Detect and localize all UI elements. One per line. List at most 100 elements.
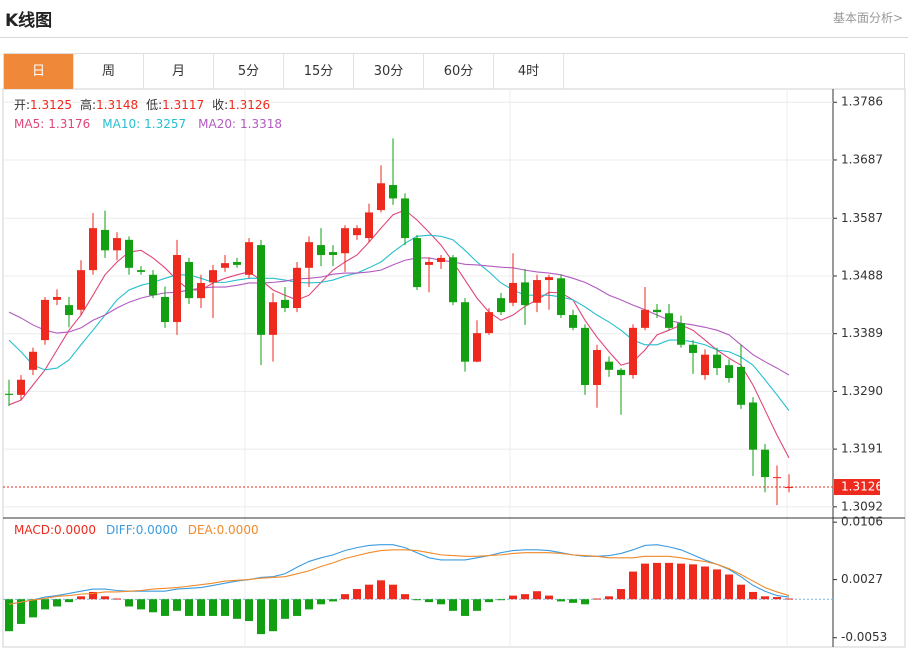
candle-body bbox=[401, 198, 409, 239]
macd-bar bbox=[413, 599, 421, 601]
macd-bar bbox=[437, 599, 445, 605]
period-tab[interactable]: 4时 bbox=[494, 54, 564, 89]
candle-body bbox=[185, 261, 193, 299]
candle-body bbox=[101, 229, 109, 251]
candle-body bbox=[125, 239, 133, 268]
candle-body bbox=[545, 277, 553, 281]
macd-bar bbox=[473, 599, 481, 611]
macd-bar bbox=[41, 599, 49, 610]
period-tab[interactable]: 月 bbox=[144, 54, 214, 89]
macd-bar bbox=[257, 599, 265, 635]
macd-bar bbox=[233, 599, 241, 619]
candle-body bbox=[53, 296, 61, 300]
macd-bar bbox=[305, 599, 313, 610]
macd-bar bbox=[365, 584, 373, 600]
candle-body bbox=[749, 402, 757, 450]
macd-bar bbox=[389, 584, 397, 600]
candle-body bbox=[485, 312, 493, 334]
candle-body bbox=[65, 305, 73, 316]
macd-bar bbox=[785, 598, 793, 600]
ohlc-name: 收: bbox=[212, 98, 228, 112]
macd-bar bbox=[761, 596, 769, 600]
macd-bar bbox=[497, 599, 505, 601]
candle-body bbox=[365, 212, 373, 239]
macd-bar bbox=[137, 599, 145, 610]
legend-value: 1.3318 bbox=[240, 117, 282, 131]
macd-bar bbox=[65, 599, 73, 603]
candle-body bbox=[341, 228, 349, 254]
macd-bar bbox=[77, 596, 85, 600]
macd-bar bbox=[113, 598, 121, 600]
candle-body bbox=[89, 228, 97, 271]
macd-bar bbox=[713, 569, 721, 600]
candle-body bbox=[725, 365, 733, 378]
candle-body bbox=[713, 354, 721, 369]
period-tab[interactable]: 周 bbox=[74, 54, 144, 89]
candle-body bbox=[617, 369, 625, 376]
macd-bar bbox=[293, 599, 301, 616]
tab-bar: 日周月 5分 15分 30分 60分 4时 bbox=[3, 53, 905, 89]
candle-body bbox=[569, 315, 577, 328]
candle-body bbox=[653, 309, 661, 313]
candle-body bbox=[497, 298, 505, 313]
macd-bar bbox=[653, 562, 661, 600]
macd-bar bbox=[701, 566, 709, 600]
candle-body bbox=[737, 366, 745, 405]
y-tick-label: 1.3786 bbox=[841, 95, 883, 109]
candle-body bbox=[113, 238, 121, 251]
candle-body bbox=[269, 302, 277, 335]
period-tab[interactable]: 30分 bbox=[354, 54, 424, 89]
period-tab[interactable]: 5分 bbox=[214, 54, 284, 89]
period-tab[interactable]: 60分 bbox=[424, 54, 494, 89]
macd-bar bbox=[725, 574, 733, 600]
candle-body bbox=[41, 299, 49, 341]
macd-bar bbox=[545, 595, 553, 600]
macd-bar bbox=[461, 599, 469, 616]
macd-bar bbox=[533, 591, 541, 600]
period-tab[interactable]: 日 bbox=[4, 54, 74, 89]
candle-body bbox=[293, 267, 301, 309]
candle-body bbox=[605, 361, 613, 370]
candle-body bbox=[257, 245, 265, 335]
candle-body bbox=[233, 261, 241, 265]
macd-bar bbox=[269, 599, 277, 632]
candle-body bbox=[413, 238, 421, 288]
candle-body bbox=[665, 313, 673, 328]
macd-line bbox=[8, 544, 790, 605]
y-tick-label: 1.3587 bbox=[841, 211, 883, 225]
macd-bar bbox=[449, 599, 457, 611]
legend-name: DEA: bbox=[188, 523, 217, 537]
candle-body bbox=[173, 254, 181, 323]
y-tick-label: 0.0106 bbox=[841, 515, 883, 529]
y-tick-label: 1.3389 bbox=[841, 326, 883, 340]
macd-bar bbox=[161, 599, 169, 616]
candle-body bbox=[521, 282, 529, 306]
macd-bar bbox=[281, 599, 289, 619]
candle-body bbox=[449, 257, 457, 303]
candle-body bbox=[689, 344, 697, 353]
macd-bar bbox=[329, 599, 337, 602]
ma-line bbox=[8, 234, 790, 411]
period-tab[interactable]: 15分 bbox=[284, 54, 354, 89]
legend-name: MA10: bbox=[102, 117, 140, 131]
candle-body bbox=[557, 278, 565, 316]
macd-bar bbox=[5, 599, 13, 632]
y-tick-label: 1.3687 bbox=[841, 152, 883, 166]
candle-body bbox=[5, 393, 13, 395]
macd-bar bbox=[149, 599, 157, 613]
candle-body bbox=[305, 242, 313, 268]
macd-bar bbox=[677, 563, 685, 600]
ohlc-legend: 开:1.3125 高:1.3148 低:1.3117 收:1.3126 bbox=[14, 97, 270, 112]
ma-line bbox=[8, 257, 790, 376]
candle-body bbox=[533, 280, 541, 303]
macd-bar bbox=[569, 599, 577, 603]
macd-bar bbox=[245, 599, 253, 622]
macd-bar bbox=[185, 599, 193, 616]
candle-body bbox=[137, 270, 145, 272]
analysis-link[interactable]: 基本面分析> bbox=[832, 11, 903, 25]
legend-name: MA5: bbox=[14, 117, 44, 131]
macd-bar bbox=[353, 589, 361, 600]
macd-legend: MACD:0.0000 DIFF:0.0000 DEA:0.0000 bbox=[14, 523, 259, 537]
macd-bar bbox=[173, 599, 181, 611]
